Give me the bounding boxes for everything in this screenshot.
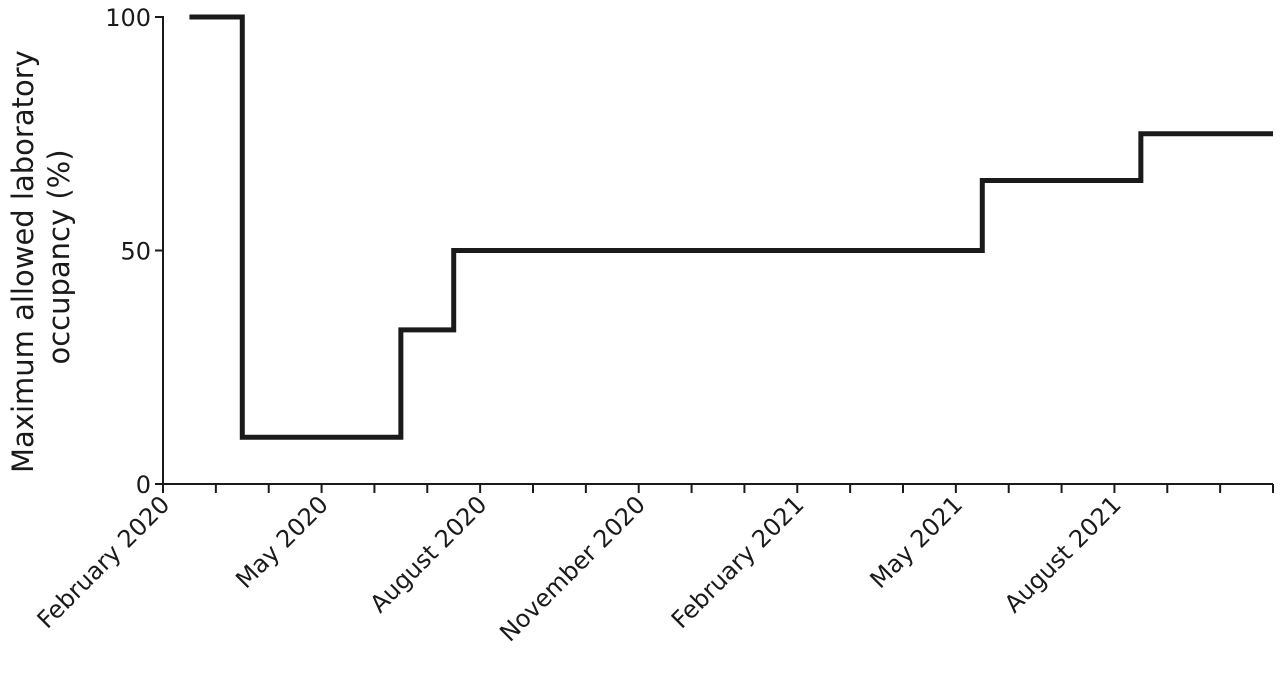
y-tick-label: 50 <box>120 238 151 266</box>
x-tick-label: May 2021 <box>865 490 968 593</box>
x-tick-label: August 2021 <box>999 490 1127 618</box>
y-tick-label: 100 <box>105 4 151 32</box>
y-axis-label: Maximum allowed laboratory occupancy (%) <box>6 41 76 473</box>
x-tick-label: February 2020 <box>32 490 176 634</box>
y-tick-label: 0 <box>136 471 151 499</box>
x-tick-label: February 2021 <box>666 490 810 634</box>
y-axis-label-line: occupancy (%) <box>42 149 76 364</box>
x-tick-label: May 2020 <box>230 490 333 593</box>
data-line <box>189 14 1273 440</box>
y-axis-label-line: Maximum allowed laboratory <box>6 50 40 473</box>
x-tick-label: November 2020 <box>494 490 651 647</box>
x-tick-label: August 2020 <box>365 490 493 618</box>
